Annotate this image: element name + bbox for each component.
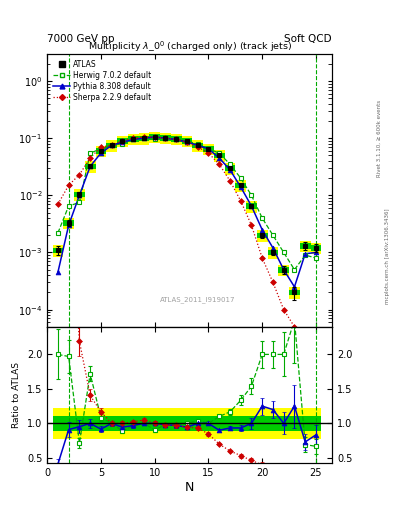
Text: Rivet 3.1.10, ≥ 600k events: Rivet 3.1.10, ≥ 600k events (377, 100, 382, 177)
Title: Multiplicity $\lambda\_0^0$ (charged only) (track jets): Multiplicity $\lambda\_0^0$ (charged onl… (88, 39, 292, 54)
Text: mcplots.cern.ch [arXiv:1306.3436]: mcplots.cern.ch [arXiv:1306.3436] (385, 208, 389, 304)
X-axis label: N: N (185, 481, 194, 494)
Y-axis label: Ratio to ATLAS: Ratio to ATLAS (12, 362, 21, 428)
Text: Soft QCD: Soft QCD (285, 33, 332, 44)
Text: ATLAS_2011_I919017: ATLAS_2011_I919017 (160, 296, 236, 303)
Legend: ATLAS, Herwig 7.0.2 default, Pythia 8.308 default, Sherpa 2.2.9 default: ATLAS, Herwig 7.0.2 default, Pythia 8.30… (51, 57, 154, 104)
Text: 7000 GeV pp: 7000 GeV pp (47, 33, 115, 44)
